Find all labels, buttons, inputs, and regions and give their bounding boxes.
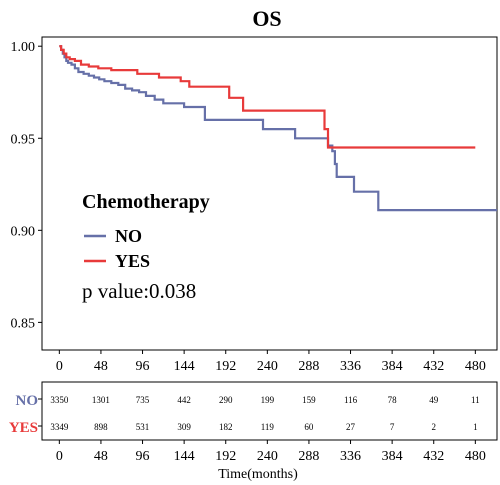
risk-x-tick-label: 384 (382, 449, 403, 464)
risk-x-tick-label: 96 (136, 449, 150, 464)
risk-count: 290 (219, 395, 233, 405)
risk-x-tick-label: 240 (257, 449, 278, 464)
risk-x-tick-label: 48 (94, 449, 108, 464)
x-tick-label: 0 (56, 359, 63, 374)
x-tick-label: 96 (136, 359, 150, 374)
legend-title: Chemotherapy (82, 191, 210, 213)
risk-count: 531 (136, 422, 150, 432)
risk-count: 119 (261, 422, 275, 432)
plot-panel-border (41, 36, 498, 351)
risk-x-tick-label: 288 (298, 449, 319, 464)
x-axis-label: Time(months) (218, 467, 298, 482)
x-tick-label: 192 (215, 359, 236, 374)
risk-x-tick-label: 336 (340, 449, 361, 464)
risk-count: 735 (136, 395, 150, 405)
x-tick-label: 432 (423, 359, 444, 374)
risk-count: 898 (94, 422, 108, 432)
legend-label-yes: YES (115, 251, 150, 271)
risk-count: 78 (388, 395, 398, 405)
x-tick-label: 336 (340, 359, 361, 374)
risk-count: 2 (431, 422, 436, 432)
y-tick-label: 0.95 (11, 132, 36, 147)
p-value-annotation: p value:0.038 (82, 279, 196, 303)
risk-count: 3349 (50, 422, 69, 432)
risk-table: NO 3350 1301 735 442 290 199 159 116 78 49 11 YES 334… (9, 381, 498, 464)
axes: 0.85 0.90 0.95 1.00 0 48 96 144 192 240 288 336 384 4… (11, 36, 498, 374)
risk-count: 49 (429, 395, 439, 405)
risk-count: 3350 (50, 395, 69, 405)
y-tick-label: 0.85 (11, 316, 36, 331)
x-tick-label: 240 (257, 359, 278, 374)
risk-count: 1 (473, 422, 478, 432)
y-tick-label: 1.00 (11, 40, 36, 55)
risk-count: 60 (304, 422, 314, 432)
survival-curve-yes (59, 45, 476, 149)
risk-row-label-yes: YES (9, 420, 38, 436)
x-tick-label: 288 (298, 359, 319, 374)
risk-count: 159 (302, 395, 316, 405)
risk-x-tick-label: 192 (215, 449, 236, 464)
survival-curves (59, 45, 497, 212)
risk-count: 182 (219, 422, 233, 432)
x-tick-label: 144 (174, 359, 195, 374)
x-tick-label: 384 (382, 359, 403, 374)
risk-x-tick-label: 480 (465, 449, 486, 464)
x-tick-label: 480 (465, 359, 486, 374)
legend-label-no: NO (115, 226, 142, 246)
risk-count: 309 (177, 422, 191, 432)
x-tick-label: 48 (94, 359, 108, 374)
risk-count: 116 (344, 395, 358, 405)
risk-count: 442 (177, 395, 191, 405)
risk-x-tick-label: 0 (56, 449, 63, 464)
risk-count: 1301 (92, 395, 110, 405)
risk-row-label-no: NO (16, 393, 39, 409)
risk-x-tick-label: 144 (174, 449, 195, 464)
legend: Chemotherapy NO YES (82, 191, 210, 271)
risk-table-border (41, 381, 498, 441)
y-tick-label: 0.90 (11, 224, 36, 239)
risk-count: 199 (261, 395, 275, 405)
chart-title: OS (252, 6, 281, 31)
risk-x-tick-label: 432 (423, 449, 444, 464)
risk-count: 27 (346, 422, 356, 432)
risk-count: 7 (390, 422, 395, 432)
risk-count: 11 (471, 395, 480, 405)
